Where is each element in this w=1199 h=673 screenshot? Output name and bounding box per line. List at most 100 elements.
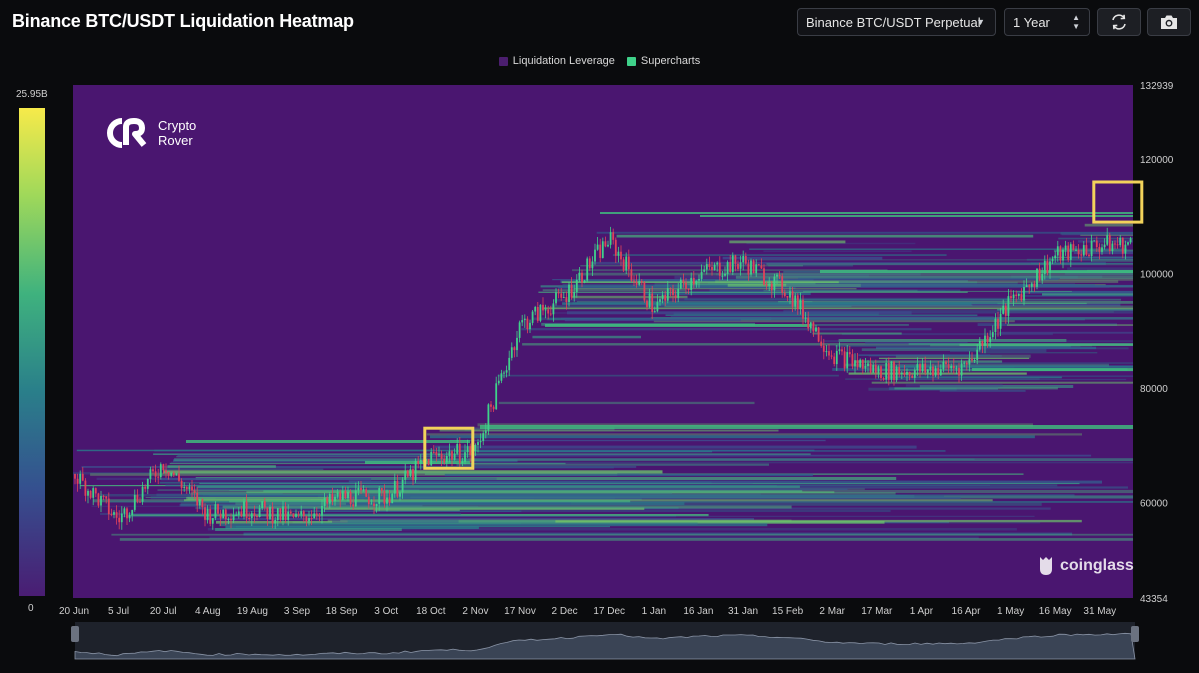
candle-body	[828, 351, 830, 356]
candle-body	[477, 442, 479, 445]
liquidation-band	[919, 385, 1074, 388]
liquidation-band	[875, 375, 1133, 377]
candle-body	[718, 262, 721, 276]
candle-body	[926, 369, 929, 373]
liquidation-band	[192, 489, 1134, 494]
navigator-handle[interactable]	[1131, 626, 1139, 642]
liquidation-band	[153, 453, 811, 455]
candle-body	[854, 360, 856, 367]
candle-body	[672, 289, 674, 296]
liquidation-band	[950, 348, 1047, 353]
candle-body	[716, 262, 719, 265]
candle-body	[794, 295, 797, 307]
candle-body	[700, 271, 703, 279]
candle-body	[994, 318, 997, 332]
candle-body	[113, 512, 115, 515]
candle-body	[864, 366, 867, 369]
candle-body	[172, 472, 175, 475]
legend-item-supercharts[interactable]: Supercharts	[626, 55, 700, 67]
candle-body	[960, 363, 963, 376]
coinglass-text: coinglass	[1060, 557, 1134, 574]
candle-body	[711, 267, 713, 270]
candle-body	[386, 497, 388, 504]
liquidation-band	[165, 484, 1058, 487]
candle-body	[1121, 237, 1124, 254]
candle-body	[536, 307, 539, 321]
candle-body	[729, 262, 732, 273]
candle-body	[594, 249, 596, 262]
candle-body	[76, 478, 79, 484]
liquidation-band	[196, 501, 1133, 503]
legend-item-liquidation-leverage[interactable]: Liquidation Leverage	[498, 55, 615, 67]
liquidation-band	[596, 231, 1133, 234]
liquidation-band	[186, 496, 329, 500]
liquidation-band	[855, 360, 1003, 363]
navigator-handle[interactable]	[71, 626, 79, 642]
candle-body	[687, 288, 690, 290]
refresh-button[interactable]	[1097, 8, 1141, 36]
liquidation-band	[763, 289, 918, 292]
liquidation-band	[1067, 267, 1133, 271]
y-tick-label: 43354	[1140, 594, 1168, 605]
candle-body	[193, 490, 196, 493]
candle-body	[1007, 296, 1010, 316]
candle-body	[92, 488, 95, 498]
candle-body	[271, 507, 274, 524]
candle-body	[1054, 255, 1057, 259]
liquidation-band	[456, 463, 769, 466]
candle-body	[555, 292, 557, 304]
liquidation-band	[670, 316, 994, 318]
candle-body	[1043, 260, 1046, 274]
candle-body	[549, 313, 552, 315]
candle-body	[557, 292, 560, 294]
candle-body	[625, 256, 628, 271]
candle-body	[495, 383, 498, 410]
candle-body	[1017, 294, 1020, 296]
candle-body	[84, 480, 87, 496]
candle-body	[185, 486, 188, 490]
range-select[interactable]: 1 Year ▲ ▼	[1004, 8, 1090, 36]
liquidation-band	[454, 450, 713, 453]
candle-body	[765, 284, 768, 286]
liquidation-band	[337, 492, 672, 494]
liquidation-band	[219, 523, 768, 527]
candle-body	[365, 489, 368, 497]
candle-body	[136, 494, 139, 502]
candle-body	[1090, 240, 1093, 256]
liquidation-band	[861, 348, 979, 351]
candle-body	[690, 277, 693, 290]
candle-body	[997, 318, 999, 329]
liquidation-band	[304, 510, 891, 512]
candle-body	[308, 518, 310, 522]
candle-body	[315, 513, 318, 516]
pair-select[interactable]: Binance BTC/USDT Perpetual ▼	[797, 8, 996, 36]
screenshot-button[interactable]	[1147, 8, 1191, 36]
x-tick-label: 16 May	[1039, 606, 1072, 617]
candle-body	[393, 480, 396, 494]
x-tick-label: 1 Apr	[910, 606, 934, 617]
candle-body	[872, 365, 875, 373]
candle-body	[354, 490, 357, 507]
liquidation-band	[1021, 295, 1133, 297]
liquidation-band	[729, 240, 846, 244]
candle-body	[1108, 235, 1111, 251]
x-tick-label: 2 Mar	[819, 606, 845, 617]
liquidation-band	[522, 343, 1133, 346]
liquidation-band	[388, 493, 641, 497]
y-axis: 132939 120000 100000 80000 60000 43354	[1140, 81, 1174, 605]
candle-body	[344, 491, 347, 499]
candle-body	[1051, 258, 1054, 262]
candle-body	[1012, 294, 1015, 299]
candle-body	[760, 265, 763, 269]
candle-body	[458, 444, 461, 463]
candle-body	[81, 473, 84, 481]
candle-body	[295, 513, 297, 517]
candle-body	[955, 367, 958, 369]
candle-body	[1025, 285, 1028, 287]
colorscale-max-label: 25.95B	[16, 89, 48, 100]
liquidation-band	[561, 317, 1133, 320]
candle-body	[674, 295, 677, 298]
liquidation-band	[324, 507, 645, 510]
liquidation-band-strong	[545, 324, 810, 327]
candle-body	[934, 367, 937, 376]
